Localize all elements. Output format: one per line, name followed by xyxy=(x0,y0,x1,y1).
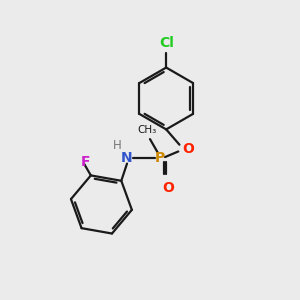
Text: CH₃: CH₃ xyxy=(137,125,157,135)
Text: P: P xyxy=(155,151,165,165)
Text: N: N xyxy=(121,151,133,165)
Text: Cl: Cl xyxy=(159,36,174,50)
Text: H: H xyxy=(113,139,122,152)
Text: O: O xyxy=(163,181,175,195)
Text: O: O xyxy=(182,142,194,156)
Text: F: F xyxy=(81,155,91,169)
